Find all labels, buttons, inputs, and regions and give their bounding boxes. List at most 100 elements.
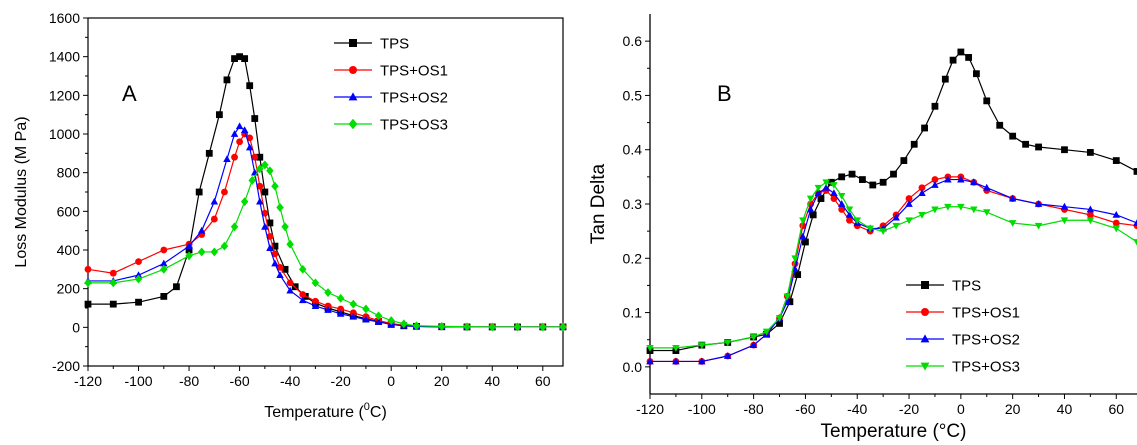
data-point [412,321,421,331]
data-point [235,122,244,130]
data-point [281,222,289,232]
data-point [236,53,243,61]
data-point [349,299,358,309]
data-point [931,176,939,183]
data-point [173,283,180,291]
data-point [230,222,239,232]
x-tick-label: 40 [1057,401,1073,417]
data-point [197,226,206,234]
chart-a: -120 -100 -80 -60 -40 -20 0 20 40 60-200020040060… [13,10,567,421]
data-point [210,247,219,257]
data-point [830,189,838,197]
data-point [160,264,168,274]
x-tick-label: -40 [847,401,867,417]
data-point [246,82,254,90]
data-point [231,153,238,161]
data-point [791,255,799,263]
data-point [918,184,926,192]
data-point [185,242,193,250]
data-point [134,274,143,284]
data-point [1060,202,1069,210]
chart-a-x-axis-label: Temperature (0C) [264,401,387,421]
data-point [230,130,239,137]
data-point [374,318,383,325]
data-point [646,357,654,365]
data-point [261,222,269,230]
data-point [349,312,358,320]
data-point [845,206,854,214]
chart-a-frame [87,17,564,367]
x-tick-label: -80 [743,401,763,417]
data-point [848,170,856,178]
data-point [1112,157,1120,164]
chart-a-x-axis-label-tail: C) [370,404,387,421]
data-point [261,188,269,196]
legend-label: TPS+OS1 [380,63,448,80]
data-point [205,149,213,157]
data-point [822,179,830,187]
data-point [809,211,817,219]
data-point [830,195,838,202]
data-point [830,182,838,189]
data-point [513,322,522,332]
data-point [806,195,815,203]
x-tick-label: 20 [1005,401,1021,417]
data-point [221,188,228,196]
data-point [559,322,567,332]
data-point [324,306,332,313]
data-point [1133,168,1137,175]
data-point [256,164,264,174]
data-point [539,322,547,332]
data-point [266,244,274,251]
chart-a-axes: -120 -100 -80 -60 -40 -20 0 20 40 60-200020040060… [49,10,551,389]
y-tick-label: 0.3 [623,196,643,212]
legend-label: TPS+OS1 [952,305,1020,322]
data-point [251,115,259,122]
data-point [241,55,249,62]
legend-label: TPS+OS3 [952,359,1020,376]
data-point [672,344,680,352]
y-tick-label: 800 [57,165,81,181]
legend-label: TPS+OS2 [952,332,1020,349]
data-point [197,247,206,257]
legend-marker [920,334,930,343]
data-point [311,278,320,288]
data-point [84,300,92,308]
data-point [822,183,830,191]
x-tick-label: -80 [179,373,199,389]
data-point [802,238,809,246]
data-point [859,176,866,183]
chart-b-panel-label: B [717,81,732,106]
data-point [1086,211,1094,219]
data-point [838,173,846,181]
series-tps-os3 [646,179,1137,352]
data-point [1112,210,1121,218]
data-point [251,153,259,161]
data-point [698,357,706,365]
data-point [1061,146,1068,154]
y-tick-label: 0.6 [623,33,643,49]
data-point [775,315,784,322]
y-tick-label: 0.2 [623,250,643,266]
data-point [195,188,203,196]
legend-marker [349,66,357,74]
x-tick-label: 0 [387,373,395,389]
data-point [240,126,249,134]
data-point [231,55,238,62]
data-point [240,197,249,207]
data-point [957,203,965,211]
data-point [488,322,496,332]
data-point [918,189,926,197]
data-point [266,166,274,176]
data-point [271,250,279,258]
data-point [311,302,320,309]
data-point [996,121,1004,129]
data-point [160,246,168,254]
data-point [892,222,900,230]
data-point [1008,220,1017,227]
data-point [957,48,965,56]
data-point [299,296,307,304]
series-tps [84,53,567,331]
data-point [1133,239,1137,246]
legend-label: TPS [380,36,409,53]
